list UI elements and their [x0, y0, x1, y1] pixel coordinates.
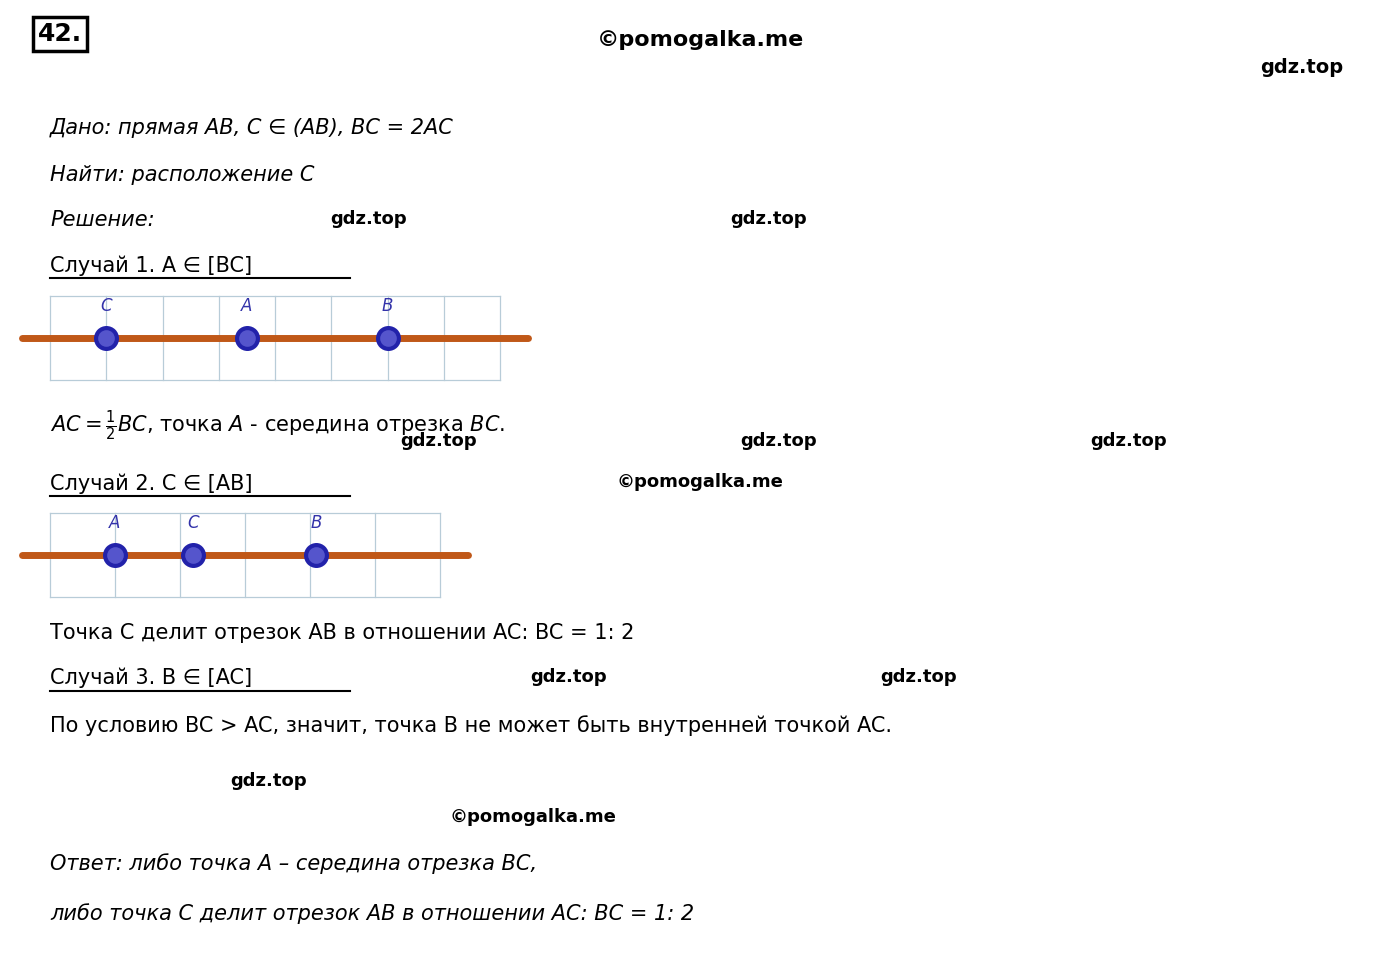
Text: Ответ: либо точка A – середина отрезка BC,: Ответ: либо точка A – середина отрезка B… — [50, 853, 538, 874]
Text: По условию BC > AC, значит, точка B не может быть внутренней точкой AC.: По условию BC > AC, значит, точка B не м… — [50, 715, 892, 736]
Text: A: A — [109, 513, 120, 532]
Text: либо точка C делит отрезок AB в отношении AC: BC = 1: 2: либо точка C делит отрезок AB в отношени… — [50, 903, 694, 924]
Text: gdz.top: gdz.top — [881, 668, 956, 686]
Text: gdz.top: gdz.top — [400, 432, 476, 450]
Text: C: C — [101, 297, 112, 315]
Text: B: B — [382, 297, 393, 315]
Text: 42.: 42. — [38, 22, 83, 46]
Text: gdz.top: gdz.top — [729, 210, 806, 228]
Text: Точка C делит отрезок AB в отношении AC: BC = 1: 2: Точка C делит отрезок AB в отношении AC:… — [50, 623, 634, 643]
Text: Случай 1. A ∈ [BC]: Случай 1. A ∈ [BC] — [50, 255, 252, 276]
Text: gdz.top: gdz.top — [330, 210, 406, 228]
Text: Случай 3. B ∈ [AC]: Случай 3. B ∈ [AC] — [50, 668, 252, 689]
Text: A: A — [241, 297, 252, 315]
Text: B: B — [311, 513, 322, 532]
Text: ©pomogalka.me: ©pomogalka.me — [449, 808, 617, 826]
Text: Решение:: Решение: — [50, 210, 154, 230]
Text: gdz.top: gdz.top — [741, 432, 816, 450]
Text: ©pomogalka.me: ©pomogalka.me — [616, 473, 784, 491]
Text: gdz.top: gdz.top — [531, 668, 606, 686]
Text: Дано: прямая AB, C ∈ (AB), BC = 2AC: Дано: прямая AB, C ∈ (AB), BC = 2AC — [50, 118, 454, 138]
Text: ©pomogalka.me: ©pomogalka.me — [596, 30, 804, 50]
Text: Найти: расположение C: Найти: расположение C — [50, 165, 315, 185]
Text: $AC = \frac{1}{2}BC$, точка $A$ - середина отрезка $BC$.: $AC = \frac{1}{2}BC$, точка $A$ - середи… — [50, 408, 505, 443]
Text: gdz.top: gdz.top — [230, 772, 307, 790]
Text: gdz.top: gdz.top — [1260, 58, 1343, 77]
Text: gdz.top: gdz.top — [1091, 432, 1166, 450]
Text: Случай 2. C ∈ [AB]: Случай 2. C ∈ [AB] — [50, 473, 252, 493]
Text: C: C — [188, 513, 199, 532]
